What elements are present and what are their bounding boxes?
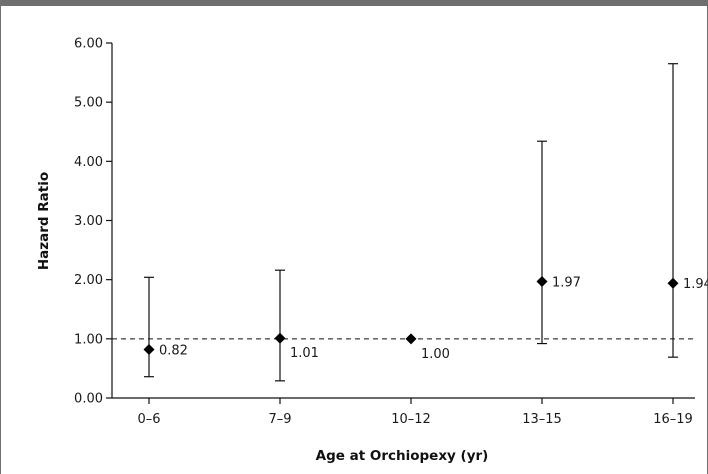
data-label: 1.00 bbox=[421, 347, 450, 362]
data-point-diamond bbox=[405, 333, 417, 345]
data-point-diamond bbox=[667, 277, 679, 289]
data-marks: 0.82 1.01 1.00 1.97 1.94 bbox=[143, 63, 708, 382]
y-tick-label: 5.00 bbox=[74, 96, 103, 111]
y-ticks: 0.00 1.00 2.00 3.00 4.00 5.00 6.00 bbox=[74, 37, 112, 407]
x-tick-label: 0–6 bbox=[137, 412, 160, 427]
y-tick-label: 3.00 bbox=[74, 214, 103, 229]
x-tick-label: 16–19 bbox=[653, 412, 693, 427]
y-axis-title: Hazard Ratio bbox=[36, 172, 52, 270]
data-point-diamond bbox=[143, 343, 155, 355]
data-label: 0.82 bbox=[159, 343, 188, 358]
data-label: 1.97 bbox=[552, 275, 581, 290]
data-label: 1.94 bbox=[683, 277, 708, 292]
x-tick-label: 13–15 bbox=[522, 412, 562, 427]
data-point-diamond bbox=[536, 275, 548, 287]
y-tick-label: 1.00 bbox=[74, 332, 103, 347]
x-tick-label: 10–12 bbox=[391, 412, 431, 427]
data-label: 1.01 bbox=[290, 346, 319, 361]
y-tick-label: 0.00 bbox=[74, 392, 103, 407]
axes bbox=[111, 43, 695, 399]
x-tick-label: 7–9 bbox=[268, 412, 291, 427]
y-tick-label: 6.00 bbox=[74, 37, 103, 52]
data-point-diamond bbox=[274, 332, 286, 344]
y-tick-label: 2.00 bbox=[74, 273, 103, 288]
x-ticks: 0–6 7–9 10–12 13–15 16–19 bbox=[137, 398, 693, 427]
y-tick-label: 4.00 bbox=[74, 155, 103, 170]
x-axis-title: Age at Orchiopexy (yr) bbox=[316, 448, 489, 464]
